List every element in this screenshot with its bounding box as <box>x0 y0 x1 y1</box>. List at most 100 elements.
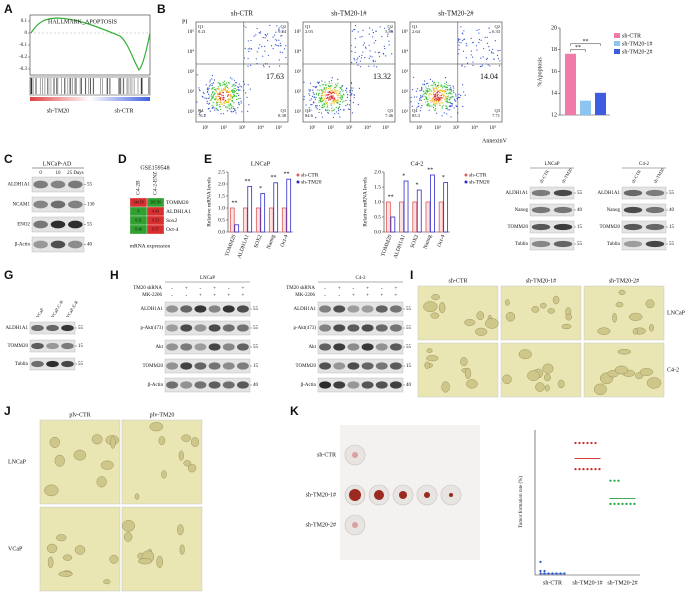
event-dot <box>430 100 432 102</box>
event-dot <box>229 77 232 79</box>
row-label: C4-2 <box>667 367 679 373</box>
event-dot <box>459 38 461 41</box>
sphere <box>44 484 59 497</box>
row-label: ALDH1A1 <box>8 183 31 188</box>
event-dot <box>336 84 338 86</box>
blot-band <box>531 223 551 231</box>
significance: * <box>416 182 419 188</box>
y-tick-label: 1.5 <box>374 184 381 190</box>
event-dot <box>373 42 375 44</box>
blot-title: LNCaP-AD <box>43 161 72 167</box>
blot-band <box>347 305 360 313</box>
event-dot <box>322 90 324 92</box>
event-dot <box>220 93 222 95</box>
row-label: Nanog <box>515 208 529 213</box>
event-dot <box>431 101 433 104</box>
event-dot <box>445 97 447 99</box>
event-dot <box>333 98 336 100</box>
group-label: sh-TM20-2# <box>306 522 336 528</box>
event-dot <box>439 97 441 100</box>
blot-band <box>50 240 66 249</box>
event-dot <box>345 99 347 102</box>
blot-band <box>208 362 221 370</box>
event-dot <box>450 105 452 108</box>
event-dot <box>261 45 263 48</box>
event-dot <box>416 96 418 98</box>
mw-marker: 15 <box>669 225 675 230</box>
y-tick-label: 12 <box>551 112 557 118</box>
dot <box>582 441 585 445</box>
column-label: C4-2B <box>135 180 141 195</box>
event-dot <box>436 85 439 87</box>
event-dot <box>483 47 485 50</box>
x-tick-label: Nanog <box>266 234 277 250</box>
event-dot <box>351 61 353 64</box>
event-dot <box>431 94 433 96</box>
event-dot <box>438 102 440 104</box>
event-dot <box>425 93 428 95</box>
event-dot <box>247 65 249 67</box>
significance: * <box>402 173 405 179</box>
blot-band <box>180 362 193 370</box>
blot-band <box>645 189 665 197</box>
blot-band <box>33 240 48 249</box>
blot-band <box>236 362 249 370</box>
event-dot <box>335 111 338 113</box>
event-dot <box>218 89 220 91</box>
event-dot <box>453 107 455 109</box>
row-label: ALDH1A1 <box>506 191 529 196</box>
blot-band <box>333 305 346 313</box>
flow-title: sh-TM20-1# <box>331 10 367 18</box>
blot-band <box>531 189 551 197</box>
event-dot <box>253 35 255 37</box>
y-tick-label: 0 <box>25 31 28 36</box>
dot <box>617 502 620 505</box>
x-tick-label: 10⁵ <box>382 125 389 131</box>
event-dot <box>410 101 412 103</box>
bar <box>268 207 274 233</box>
event-dot <box>323 97 326 99</box>
event-dot <box>230 97 232 99</box>
blot-band <box>623 206 643 214</box>
treatment-sign: - <box>185 292 187 298</box>
row-label: TOMM20 <box>508 225 529 230</box>
event-dot <box>410 96 412 99</box>
column-label: C4-2-ENZ <box>152 171 158 195</box>
event-dot <box>360 57 363 59</box>
y-tick-label: -0.3 <box>19 67 27 72</box>
event-dot <box>442 104 444 106</box>
event-dot <box>488 49 491 51</box>
event-dot <box>471 56 474 58</box>
y-tick-label: -0.1 <box>19 43 27 48</box>
event-dot <box>350 94 353 96</box>
event-dot <box>206 100 208 102</box>
event-dot <box>337 102 339 104</box>
treatment-sign: + <box>366 292 369 298</box>
event-dot <box>228 83 230 85</box>
event-dot <box>489 65 491 67</box>
event-dot <box>361 54 363 56</box>
event-dot <box>472 41 474 43</box>
blot-band <box>531 240 551 248</box>
event-dot <box>428 85 430 87</box>
event-dot <box>429 105 431 107</box>
blot-band <box>236 305 249 313</box>
event-dot <box>375 30 377 33</box>
flow-title: sh-CTR <box>231 10 254 18</box>
quadrant-value: 6.33 <box>492 29 501 34</box>
event-dot <box>432 100 434 102</box>
event-dot <box>230 90 232 93</box>
blot-band <box>208 324 221 332</box>
event-dot <box>232 95 234 97</box>
blot-band <box>319 362 332 370</box>
blot-band <box>166 381 179 389</box>
event-dot <box>209 81 211 83</box>
gene-label: Oct-4 <box>166 227 179 233</box>
event-dot <box>278 65 281 67</box>
event-dot <box>427 90 430 92</box>
blot-band <box>33 180 48 189</box>
event-dot <box>442 102 444 104</box>
event-dot <box>470 50 472 52</box>
bar <box>242 207 248 233</box>
event-dot <box>196 74 198 76</box>
